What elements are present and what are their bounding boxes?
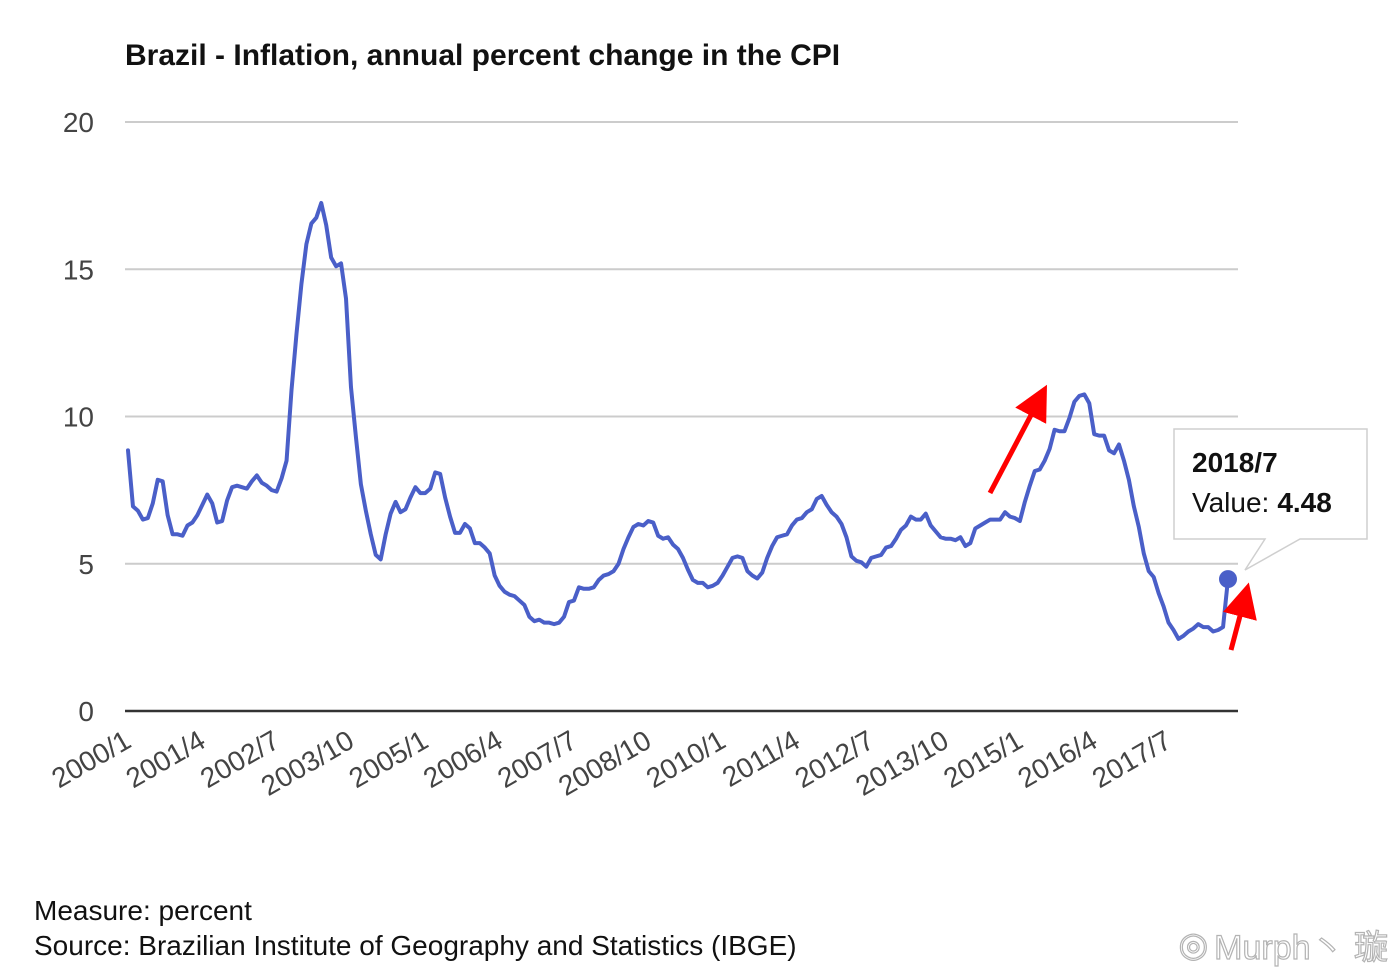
tooltip-box: [1173, 428, 1368, 571]
x-tick-label: 2010/1: [641, 724, 731, 794]
y-tick-label: 0: [78, 696, 94, 727]
x-tick-label: 2017/7: [1087, 724, 1177, 794]
x-tick-label: 2005/1: [344, 724, 434, 794]
y-tick-label: 10: [63, 402, 94, 433]
red-arrow-up-icon: [1222, 582, 1257, 651]
chart: Brazil - Inflation, annual percent chang…: [46, 39, 1368, 802]
measure-note: Measure: percent: [34, 895, 252, 926]
x-tick-label: 2011/4: [717, 724, 805, 793]
highlight-point[interactable]: [1219, 570, 1237, 589]
weibo-logo-icon: ◎: [1178, 925, 1209, 964]
y-tick-label: 20: [63, 107, 94, 138]
gridlines: [125, 121, 1238, 713]
annotations: [987, 384, 1257, 651]
y-tick-label: 15: [63, 254, 94, 285]
tooltip: 2018/7 Value: 4.48: [1173, 428, 1368, 571]
red-arrow-up-icon: [987, 384, 1047, 495]
watermark-text: Murph丶 璇: [1214, 928, 1389, 967]
tooltip-value: 4.48: [1277, 487, 1332, 518]
x-tick-label: 2015/1: [938, 724, 1028, 794]
series-line-value: [126, 200, 1230, 641]
tooltip-date: 2018/7: [1192, 447, 1278, 478]
source-note: Source: Brazilian Institute of Geography…: [34, 930, 797, 961]
tooltip-value-label: Value:: [1192, 487, 1269, 518]
tooltip-value-line: Value: 4.48: [1192, 487, 1332, 518]
chart-title: Brazil - Inflation, annual percent chang…: [125, 39, 840, 72]
y-axis: 0 5 10 15 20: [63, 107, 94, 727]
x-tick-label: 2000/1: [46, 724, 136, 794]
x-axis: 2000/12001/42002/72003/102005/12006/4200…: [46, 724, 1176, 801]
x-tick-label: 2006/4: [418, 724, 508, 794]
watermark: ◎ Murph丶 璇: [1178, 920, 1389, 969]
x-tick-label: 2016/4: [1013, 724, 1103, 794]
y-tick-label: 5: [78, 549, 94, 580]
x-tick-label: 2001/4: [121, 724, 211, 794]
